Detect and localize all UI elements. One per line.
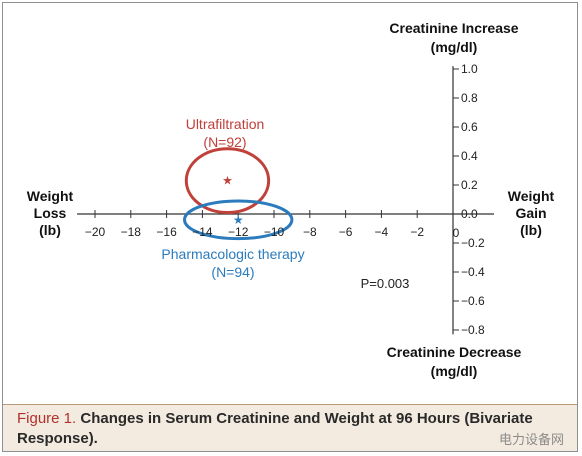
y-tick-label: 0.6 [461, 120, 478, 134]
series-point-1: ★ [233, 213, 244, 227]
x-tick-label: −16 [156, 225, 177, 239]
series-point-0: ★ [222, 174, 233, 188]
series-label-1: Pharmacologic therapy [161, 246, 304, 262]
caption-bar [3, 404, 577, 451]
series-ellipse-0 [184, 147, 271, 215]
series-ellipse-1 [183, 199, 294, 241]
y-tick-label: 1.0 [461, 62, 478, 76]
x-axis-label-left: (lb) [39, 222, 61, 238]
x-axis-label-right: Gain [515, 205, 546, 221]
y-tick-label: −0.8 [461, 323, 485, 337]
x-tick-label: −6 [339, 225, 353, 239]
watermark: 电力设备网 [498, 432, 564, 447]
y-tick-label: −0.2 [461, 236, 485, 250]
x-tick-label: −8 [303, 225, 317, 239]
y-axis-label-bottom: Creatinine Decrease [387, 344, 522, 360]
plot-marks: ★★ [183, 147, 294, 241]
x-tick-label: −12 [228, 225, 249, 239]
p-value-annotation: P=0.003 [361, 276, 410, 291]
y-tick-label: 0.8 [461, 91, 478, 105]
x-tick-label: −20 [85, 225, 106, 239]
y-tick-label: 0.4 [461, 149, 478, 163]
figure-label: Figure 1. [17, 410, 77, 427]
x-tick-label: −4 [375, 225, 389, 239]
x-axis-label-left: Weight [27, 188, 74, 204]
series-n-label-1: (N=94) [211, 264, 254, 280]
axes [77, 66, 494, 335]
axis-labels: −20 −18 −16 −14 −12 −10 −8 −6 −4 −2 01.00.80.60.40… [27, 20, 555, 379]
x-axis-label-left: Loss [34, 205, 67, 221]
x-tick-label: −2 [410, 225, 424, 239]
y-axis-label-bottom: (mg/dl) [431, 363, 478, 379]
y-tick-label: 0.0 [461, 207, 478, 221]
y-axis-label-top: Creatinine Increase [389, 20, 518, 36]
y-axis-label-top: (mg/dl) [431, 39, 478, 55]
y-tick-label: 0.2 [461, 178, 478, 192]
series-label-0: Ultrafiltration [186, 116, 265, 132]
y-tick-label: −0.4 [461, 265, 485, 279]
y-tick-label: −0.6 [461, 294, 485, 308]
chart: ★★ −20 −18 −16 −14 −12 −10 −8 −6 −4 −2 01.00.80.60… [27, 20, 555, 379]
x-tick-label: 0 [453, 226, 460, 240]
x-axis-label-right: Weight [508, 188, 555, 204]
caption-text: Changes in Serum Creatinine and Weight a… [17, 410, 533, 447]
x-tick-label: −18 [121, 225, 142, 239]
x-tick-label: −14 [192, 225, 213, 239]
x-tick-label: −10 [264, 225, 285, 239]
x-axis-label-right: (lb) [520, 222, 542, 238]
series-n-label-0: (N=92) [203, 134, 246, 150]
figure-caption: Figure 1. Changes in Serum Creatinine an… [17, 409, 569, 449]
